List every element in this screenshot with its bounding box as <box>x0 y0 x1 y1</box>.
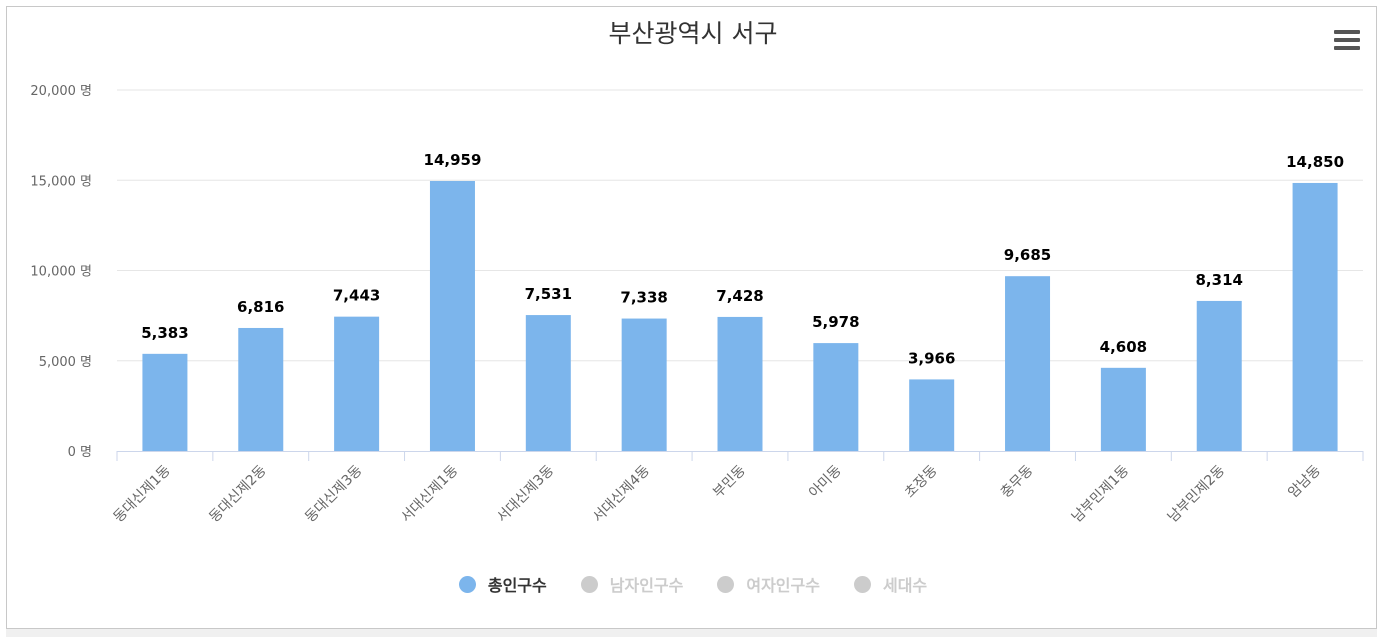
legend-label: 여자인구수 <box>746 576 820 595</box>
data-label: 4,608 <box>1100 338 1147 356</box>
x-category-label: 암남동 <box>1285 462 1324 501</box>
legend-dot-icon <box>580 575 598 593</box>
chart-title: 부산광역시 서구 <box>608 19 778 48</box>
legend-item[interactable]: 총인구수 <box>458 572 547 596</box>
bar[interactable] <box>334 316 380 451</box>
y-tick-label: 20,000 명 <box>30 84 92 99</box>
legend-item[interactable]: 여자인구수 <box>717 572 820 596</box>
data-label: 5,978 <box>812 313 859 331</box>
x-category-label: 서대신제4동 <box>590 462 653 525</box>
x-category-label: 부민동 <box>710 462 749 501</box>
x-category-label: 동대신제1동 <box>111 462 174 525</box>
x-category-label: 서대신제1동 <box>398 462 461 525</box>
data-label: 14,850 <box>1286 153 1344 171</box>
bar[interactable] <box>1100 367 1146 451</box>
data-label: 7,443 <box>333 287 380 305</box>
legend-label: 세대수 <box>882 576 928 595</box>
legend-dot-icon <box>717 575 735 593</box>
data-label: 7,338 <box>620 289 667 307</box>
bar[interactable] <box>621 318 667 451</box>
x-category-label: 남부민제2동 <box>1165 462 1228 525</box>
bar[interactable] <box>525 315 571 451</box>
data-label: 14,959 <box>424 151 482 169</box>
legend-item[interactable]: 남자인구수 <box>580 572 684 596</box>
legend-item[interactable]: 세대수 <box>853 572 928 596</box>
bar[interactable] <box>813 343 859 451</box>
y-tick-label: 10,000 명 <box>30 265 92 280</box>
bottom-strip <box>6 629 1377 637</box>
legend-dot-icon <box>853 575 871 593</box>
bar[interactable] <box>1196 300 1242 451</box>
data-label: 8,314 <box>1196 271 1243 289</box>
x-category-label: 남부민제1동 <box>1069 462 1132 525</box>
y-tick-label: 5,000 명 <box>39 355 92 370</box>
bar[interactable] <box>238 327 284 451</box>
bar[interactable] <box>142 353 188 451</box>
x-category-label: 아미동 <box>806 462 845 501</box>
y-tick-label: 0 명 <box>68 445 92 460</box>
chart-container <box>6 6 1377 629</box>
hamburger-menu-icon[interactable] <box>1334 30 1362 52</box>
x-category-label: 초장동 <box>902 462 941 501</box>
bar[interactable] <box>1005 276 1051 451</box>
bar[interactable] <box>429 180 475 451</box>
legend-dot-icon <box>458 575 476 593</box>
data-label: 7,428 <box>716 287 763 305</box>
x-category-label: 동대신제2동 <box>206 462 269 525</box>
legend-label: 남자인구수 <box>609 576 684 595</box>
bar[interactable] <box>909 379 955 451</box>
bar[interactable] <box>1292 182 1338 451</box>
x-category-label: 서대신제3동 <box>494 462 557 525</box>
x-category-label: 충무동 <box>998 462 1037 501</box>
bar[interactable] <box>717 316 763 451</box>
data-label: 7,531 <box>525 285 572 303</box>
y-tick-label: 15,000 명 <box>30 174 92 189</box>
data-label: 9,685 <box>1004 246 1051 264</box>
data-label: 3,966 <box>908 349 955 367</box>
data-label: 6,816 <box>237 298 284 316</box>
legend: 총인구수 남자인구수 여자인구수 세대수 <box>0 570 1386 598</box>
legend-label: 총인구수 <box>487 576 547 595</box>
data-label: 5,383 <box>141 324 188 342</box>
x-category-label: 동대신제3동 <box>302 462 365 525</box>
